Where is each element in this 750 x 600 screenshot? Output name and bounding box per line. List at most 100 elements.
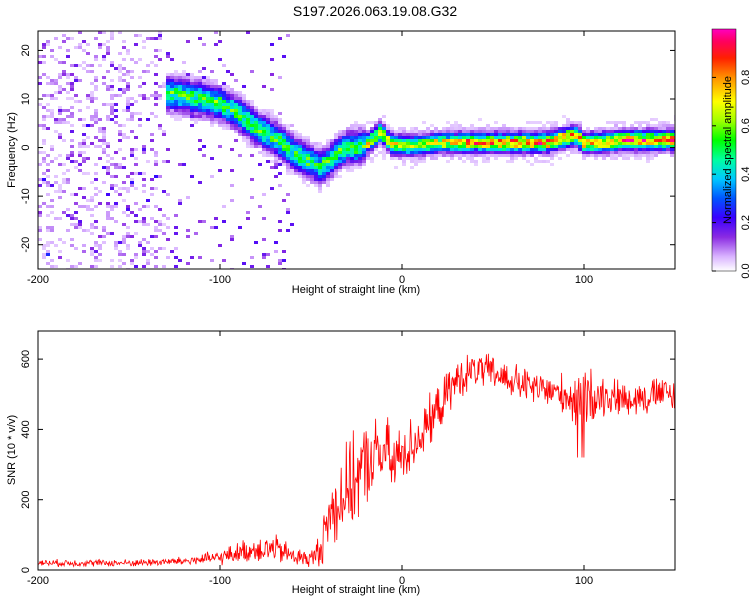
spectrogram-cell — [470, 154, 474, 157]
spectrogram-cell — [98, 130, 102, 133]
spectrogram-cell — [610, 154, 614, 157]
spectrogram-cell — [210, 70, 214, 73]
spectrogram-cell — [278, 142, 282, 145]
spectrogram-cell — [122, 241, 126, 244]
spectrogram-cell — [398, 157, 402, 160]
spectrogram-cell — [210, 118, 214, 121]
spectrogram-cell — [138, 220, 142, 223]
spectrogram-cell — [50, 205, 54, 208]
spectrogram-cell — [502, 145, 506, 148]
spectrogram-cell — [114, 121, 118, 124]
spectrogram-cell — [70, 106, 74, 109]
spectrogram-cell — [242, 85, 246, 88]
spectrogram-cell — [374, 124, 378, 127]
spectrogram-cell — [506, 148, 510, 151]
spectrogram-cell — [270, 154, 274, 157]
spectrogram-cell — [286, 142, 290, 145]
spectrogram-cell — [346, 127, 350, 130]
spectrogram-cell — [262, 256, 266, 259]
spectrogram-cell — [74, 100, 78, 103]
spectrogram-cell — [390, 127, 394, 130]
spectrogram-cell — [434, 133, 438, 136]
spectrogram-cell — [90, 97, 94, 100]
spectrogram-cell — [66, 82, 70, 85]
spectrogram-cell — [154, 160, 158, 163]
spectrogram-cell — [134, 256, 138, 259]
spectrogram-cell — [606, 154, 610, 157]
spectrogram-cell — [382, 145, 386, 148]
spectrogram-cell — [358, 142, 362, 145]
spectrogram-cell — [434, 142, 438, 145]
spectrogram-cell — [178, 202, 182, 205]
spectrogram-cell — [50, 259, 54, 262]
spectrogram-cell — [142, 46, 146, 49]
spectrogram-cell — [298, 136, 302, 139]
spectrogram-cell — [334, 133, 338, 136]
spectrogram-cell — [262, 133, 266, 136]
spectrogram-cell — [326, 172, 330, 175]
spectrogram-cell — [650, 154, 654, 157]
spectrogram-cell — [254, 142, 258, 145]
spectrogram-cell — [354, 124, 358, 127]
spectrogram-cell — [90, 250, 94, 253]
spectrogram-cell — [130, 118, 134, 121]
snr-y-label: SNR (10 * v/v) — [6, 415, 18, 485]
spectrogram-cell — [158, 127, 162, 130]
spectrogram-cell — [530, 154, 534, 157]
spectrogram-cell — [114, 247, 118, 250]
spectrogram-cell — [42, 61, 46, 64]
spectrogram-cell — [310, 154, 314, 157]
spectrogram-cell — [494, 148, 498, 151]
spectrogram-cell — [222, 106, 226, 109]
spectrogram-cell — [430, 148, 434, 151]
spectrogram-cell — [454, 142, 458, 145]
spectrogram-cell — [562, 127, 566, 130]
spectrogram-cell — [598, 139, 602, 142]
spectrogram-cell — [58, 118, 62, 121]
spectrogram-cell — [178, 76, 182, 79]
spectrogram-cell — [670, 145, 674, 148]
spectrogram-cell — [90, 223, 94, 226]
spectrogram-cell — [190, 82, 194, 85]
spectrogram-cell — [226, 115, 230, 118]
spectrogram-cell — [358, 148, 362, 151]
spectrogram-cell — [270, 148, 274, 151]
spectrogram-cell — [554, 130, 558, 133]
spectrogram-cell — [310, 142, 314, 145]
spectrogram-cell — [38, 229, 42, 232]
spectrogram-cell — [130, 184, 134, 187]
spectrogram-cell — [46, 109, 50, 112]
spectrogram-cell — [550, 130, 554, 133]
spectrogram-cell — [426, 127, 430, 130]
spectrogram-cell — [238, 133, 242, 136]
spectrogram-cell — [354, 151, 358, 154]
spectrogram-cell — [526, 160, 530, 163]
y-tick-label: 400 — [20, 420, 32, 438]
spectrogram-cell — [338, 160, 342, 163]
spectrogram-cell — [126, 244, 130, 247]
spectrogram-cell — [162, 133, 166, 136]
spectrogram-cell — [166, 148, 170, 151]
spectrogram-cell — [250, 142, 254, 145]
spectrogram-cell — [106, 202, 110, 205]
spectrogram-cell — [202, 106, 206, 109]
spectrogram-cell — [306, 154, 310, 157]
spectrogram-cell — [198, 82, 202, 85]
spectrogram-cell — [214, 103, 218, 106]
spectrogram-cell — [574, 136, 578, 139]
spectrogram-cell — [270, 145, 274, 148]
spectrogram-cell — [78, 163, 82, 166]
spectrogram-cell — [302, 172, 306, 175]
spectrogram-cell — [154, 91, 158, 94]
spectrogram-cell — [186, 97, 190, 100]
spectrogram-cell — [550, 151, 554, 154]
spectrogram-cell — [222, 115, 226, 118]
y-tick-label: 0 — [20, 567, 32, 573]
spectrogram-cell — [286, 154, 290, 157]
spectrogram-cell — [434, 151, 438, 154]
spectrogram-cell — [286, 148, 290, 151]
spectrogram-cell — [458, 127, 462, 130]
spectrogram-cell — [322, 157, 326, 160]
spectrogram-cell — [62, 172, 66, 175]
spectrogram-cell — [90, 226, 94, 229]
